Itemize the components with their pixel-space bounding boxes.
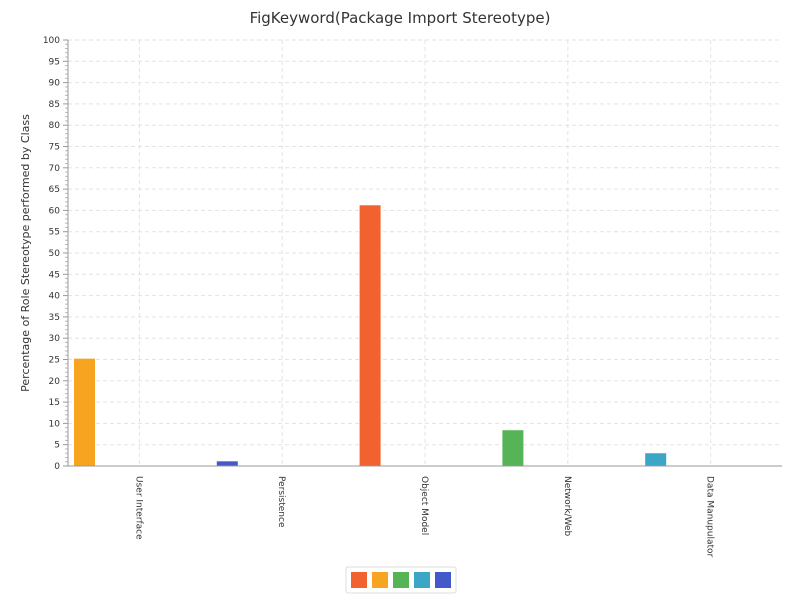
- x-tick-label: Data Manupulator: [705, 476, 715, 558]
- y-axis-label: Percentage of Role Stereotype performed …: [19, 114, 32, 392]
- y-tick-label: 25: [49, 356, 60, 366]
- y-tick-label: 0: [54, 462, 60, 472]
- legend-swatch: [351, 572, 367, 588]
- y-tick-label: 15: [49, 398, 60, 408]
- bar: [216, 461, 238, 466]
- bar: [502, 430, 524, 466]
- y-tick-label: 50: [49, 249, 61, 259]
- x-axis: User Interface Persistence Object Model Net…: [68, 465, 782, 558]
- bar: [645, 453, 667, 466]
- legend: [345, 566, 457, 594]
- legend-swatch: [372, 572, 388, 588]
- y-tick-label: 45: [49, 270, 60, 280]
- y-axis: 0 5 10 15 20 25 30 35 40 45 50 55 60 65 70 75 80 85 90 95 10…: [43, 36, 69, 472]
- bar: [359, 205, 381, 466]
- x-tick-label: Object Model: [419, 476, 429, 535]
- grid: [68, 39, 782, 466]
- legend-swatch: [435, 572, 451, 588]
- y-tick-label: 30: [49, 334, 61, 344]
- y-tick-label: 80: [49, 121, 61, 131]
- chart-title: FigKeyword(Package Import Stereotype): [250, 9, 551, 27]
- y-tick-label: 95: [49, 57, 60, 67]
- y-tick-label: 90: [49, 79, 61, 89]
- y-tick-label: 20: [49, 377, 61, 387]
- y-tick-label: 35: [49, 313, 60, 323]
- bars: [74, 205, 667, 466]
- y-tick-label: 75: [49, 143, 60, 153]
- y-tick-label: 40: [49, 292, 61, 302]
- y-tick-label: 85: [49, 100, 60, 110]
- x-tick-label: Network/Web: [562, 476, 572, 537]
- y-tick-label: 100: [43, 36, 60, 46]
- x-tick-label: Persistence: [276, 476, 286, 528]
- legend-swatch: [414, 572, 430, 588]
- y-tick-label: 10: [49, 419, 61, 429]
- legend-swatch: [393, 572, 409, 588]
- y-tick-label: 70: [49, 164, 61, 174]
- y-tick-label: 5: [54, 441, 60, 451]
- y-tick-label: 55: [49, 228, 60, 238]
- bar: [74, 358, 95, 466]
- y-tick-label: 65: [49, 185, 60, 195]
- y-tick-label: 60: [49, 206, 61, 216]
- x-tick-label: User Interface: [133, 476, 143, 540]
